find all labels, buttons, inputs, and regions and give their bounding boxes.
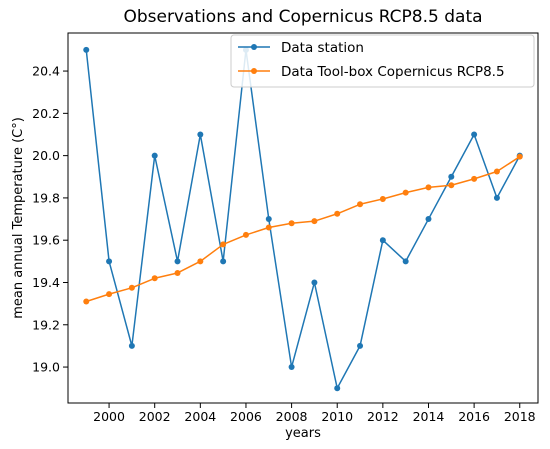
y-tick-label: 19.6 <box>32 233 60 248</box>
x-tick-label: 2016 <box>458 409 490 424</box>
legend-swatch-marker <box>251 44 257 50</box>
y-tick-label: 20.2 <box>32 106 60 121</box>
series-2-point <box>425 184 432 191</box>
y-tick-label: 19.4 <box>32 275 60 290</box>
series-2-point <box>471 175 478 182</box>
series-1-point <box>151 152 158 159</box>
series-2-point <box>83 298 90 305</box>
y-tick-label: 19.2 <box>32 317 60 332</box>
series-1-point <box>493 194 500 201</box>
x-tick-label: 2006 <box>230 409 262 424</box>
series-1-point <box>334 385 341 392</box>
series-1-point <box>288 364 295 371</box>
series-2-point <box>357 201 364 208</box>
x-tick-label: 2014 <box>413 409 445 424</box>
series-2-point <box>448 182 455 189</box>
x-tick-label: 2002 <box>139 409 171 424</box>
series-1-point <box>106 258 113 265</box>
chart-title: Observations and Copernicus RCP8.5 data <box>123 7 482 27</box>
series-1-point <box>379 237 386 244</box>
series-2-point <box>402 189 409 196</box>
plot-frame <box>67 32 539 404</box>
series-1-point <box>128 342 135 349</box>
series-2-point <box>265 224 272 231</box>
series-1-point <box>174 258 181 265</box>
series-line-1 <box>85 49 521 389</box>
series-2-point <box>106 291 113 298</box>
x-axis-label: years <box>285 426 321 441</box>
y-tick-label: 20.4 <box>32 64 60 79</box>
series-2-point <box>220 241 227 248</box>
x-tick-label: 2008 <box>276 409 308 424</box>
series-2-point <box>493 168 500 175</box>
x-tick-label: 2010 <box>321 409 353 424</box>
legend: Data station Data Tool-box Copernicus RCP… <box>230 34 535 88</box>
series-1-point <box>83 46 90 53</box>
series-1-point <box>425 216 432 223</box>
legend-swatch-marker <box>251 68 257 74</box>
legend-box <box>230 34 535 88</box>
x-tick-label: 2012 <box>367 409 399 424</box>
y-axis-label: mean annual Temperature (C°) <box>11 117 26 319</box>
series-2-point <box>379 195 386 202</box>
series-2-point <box>128 284 135 291</box>
plot-area: 2000 2002 2004 2006 2008 2010 2012 2014 2016 2018… <box>32 32 539 424</box>
series-1-point <box>402 258 409 265</box>
series-1-point <box>311 279 318 286</box>
y-tick-label: 20.0 <box>32 148 60 163</box>
series-2-point <box>516 153 523 160</box>
series-2-point <box>174 269 181 276</box>
series-2-point <box>334 210 341 217</box>
series-1-point <box>448 173 455 180</box>
series-1-point <box>220 258 227 265</box>
x-tick-label: 2000 <box>93 409 125 424</box>
series-2-point <box>311 218 318 225</box>
series-line-2 <box>86 156 521 303</box>
y-tick-label: 19.0 <box>32 360 60 375</box>
series-2-point <box>197 258 204 265</box>
series-1-point <box>471 131 478 138</box>
legend-label: Data station <box>281 40 364 56</box>
series-2-point <box>242 231 249 238</box>
legend-label: Data Tool-box Copernicus RCP8.5 <box>281 64 505 80</box>
x-tick-label: 2018 <box>504 409 536 424</box>
x-tick-label: 2004 <box>184 409 216 424</box>
series-1-point <box>265 216 272 223</box>
series-2-point <box>288 220 295 227</box>
y-tick-label: 19.8 <box>32 190 60 205</box>
series-1-point <box>357 342 364 349</box>
series-2-point <box>151 275 158 282</box>
series-1-point <box>197 131 204 138</box>
